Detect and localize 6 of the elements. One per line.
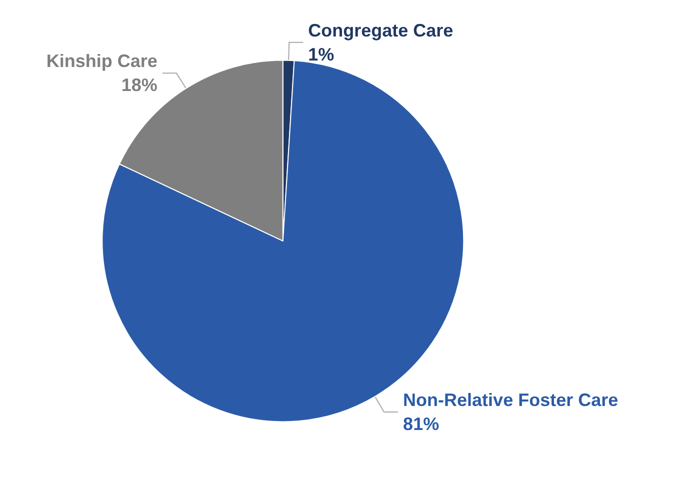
data-label: 1% [308,44,334,64]
data-label: 18% [121,75,158,96]
slice-label: Congregate Care [308,20,454,40]
data-label: 81% [403,414,440,434]
slice-label: Kinship Care [46,51,158,72]
slice-label: Non-Relative Foster Care [403,390,618,410]
